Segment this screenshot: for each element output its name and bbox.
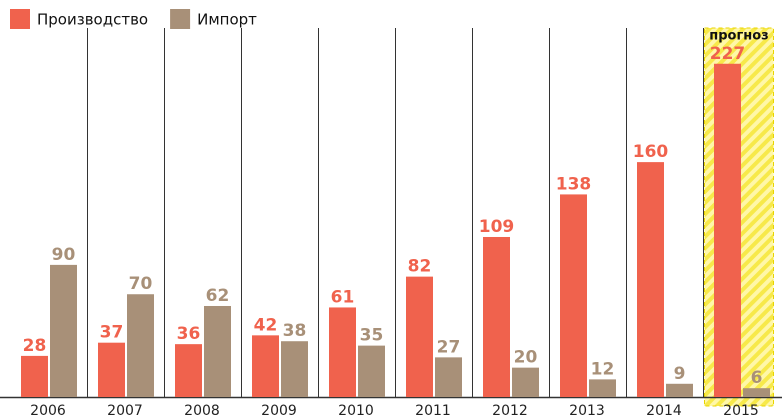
bar [714, 63, 741, 397]
legend-swatch [10, 9, 30, 29]
value-label: 6 [751, 368, 763, 388]
value-label: 28 [23, 336, 47, 356]
legend-label: Импорт [197, 11, 257, 29]
bar [512, 367, 539, 397]
bar [50, 264, 77, 397]
value-label: 90 [52, 245, 76, 265]
value-label: 109 [479, 217, 515, 237]
bar [483, 236, 510, 397]
value-label: 227 [710, 44, 746, 64]
x-tick-label: 2010 [338, 403, 374, 417]
bar [175, 344, 202, 397]
bar [204, 305, 231, 397]
bar [560, 194, 587, 397]
bar [281, 341, 308, 397]
legend-label: Производство [37, 11, 148, 29]
x-tick-label: 2013 [569, 403, 605, 417]
bar [406, 276, 433, 397]
bar [127, 294, 154, 397]
annotation: прогноз [709, 29, 768, 44]
bar [358, 345, 385, 397]
value-label: 9 [674, 364, 686, 384]
x-tick-label: 2015 [723, 403, 759, 417]
value-label: 70 [129, 274, 153, 294]
value-label: 160 [633, 142, 669, 162]
x-tick-label: 2008 [184, 403, 220, 417]
value-label: 20 [514, 348, 538, 368]
bar [21, 355, 48, 397]
x-tick-label: 2012 [492, 403, 528, 417]
value-label: 35 [360, 326, 384, 346]
bar [329, 307, 356, 397]
bar [435, 357, 462, 397]
value-label: 42 [254, 315, 278, 335]
value-label: 61 [331, 287, 355, 307]
value-label: 12 [591, 359, 615, 379]
bar [743, 388, 770, 397]
value-label: 36 [177, 324, 201, 344]
value-label: 38 [283, 321, 307, 341]
x-tick-label: 2014 [646, 403, 682, 417]
value-label: 82 [408, 257, 432, 277]
value-label: 27 [437, 337, 461, 357]
x-tick-label: 2007 [107, 403, 143, 417]
bar [666, 383, 693, 397]
bar [252, 335, 279, 397]
bar [589, 379, 616, 397]
value-label: 62 [206, 286, 230, 306]
legend-swatch [170, 9, 191, 29]
x-tick-label: 2011 [415, 403, 451, 417]
bar [98, 342, 125, 397]
x-tick-label: 2009 [261, 403, 297, 417]
bar [637, 162, 664, 397]
value-label: 138 [556, 174, 592, 194]
value-label: 37 [100, 323, 124, 343]
x-tick-label: 2006 [30, 403, 66, 417]
